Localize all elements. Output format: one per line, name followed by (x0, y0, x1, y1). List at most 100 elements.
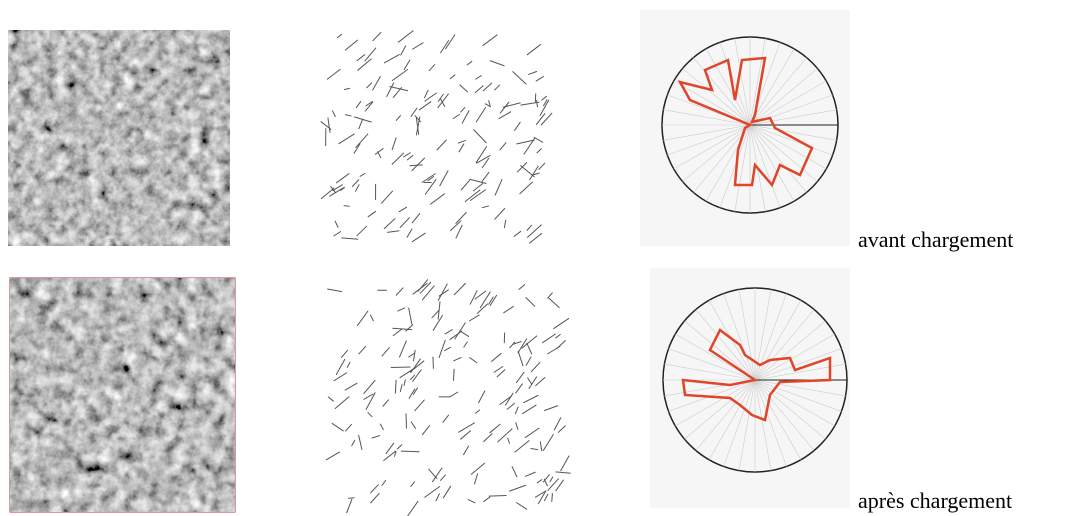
fabric-line (504, 392, 514, 406)
fabric-line (541, 333, 556, 344)
fabric-line (344, 114, 352, 117)
fabric-line (354, 184, 360, 192)
fabric-line (509, 484, 527, 492)
fabric-line (466, 60, 473, 66)
fabric-line (412, 369, 422, 382)
fabric-line (515, 383, 524, 394)
fabric-line (391, 137, 397, 151)
fabric-line (423, 89, 429, 99)
fabric-line (459, 430, 472, 440)
fabric-line (409, 164, 423, 167)
fabric-line (358, 345, 367, 355)
fabric-line (330, 185, 337, 194)
fabric-line (409, 374, 416, 381)
fabric-line (393, 450, 397, 457)
fabric-line (437, 301, 441, 320)
rose-spoke (749, 124, 807, 193)
rose-spoke (749, 38, 766, 126)
fabric-line (521, 335, 538, 349)
fabric-line (403, 59, 411, 71)
fabric-line (335, 173, 350, 184)
fabric-line (396, 444, 403, 450)
fabric-line (499, 142, 507, 151)
rose-spoke (749, 109, 837, 126)
fabric-line (470, 462, 486, 475)
fabric-line (528, 376, 538, 390)
rose-spoke (682, 68, 751, 126)
fabric-line (435, 493, 441, 502)
fabric-line (523, 394, 539, 404)
fabric-line (431, 467, 443, 483)
fabric-line (410, 358, 422, 374)
fabric-line (512, 71, 527, 85)
rose-spoke (668, 348, 756, 381)
fabric-line (431, 309, 440, 319)
fabric-line (346, 361, 351, 369)
rose-spoke (749, 124, 781, 208)
fabric-line (543, 405, 559, 412)
fabric-line (320, 187, 335, 200)
fabric-line (414, 399, 425, 412)
rose-spoke (754, 309, 815, 381)
fabric-line (334, 396, 350, 410)
fabric-line (490, 352, 502, 363)
fabric-line (412, 349, 416, 362)
rose-spoke (749, 124, 827, 170)
rose-spoke (673, 80, 751, 126)
fabric-line (551, 493, 553, 502)
fabric-line (469, 178, 487, 185)
fabric-line (513, 230, 522, 237)
fabric-line (439, 474, 447, 482)
fabric-line (415, 116, 421, 136)
fabric-line (427, 175, 435, 182)
fabric-line (398, 340, 407, 358)
fabric-line (418, 101, 432, 111)
fabric-line (325, 451, 341, 461)
fabric-line (520, 101, 540, 106)
fabric-line (410, 481, 416, 488)
fabric-line (528, 232, 543, 244)
rose-spoke (723, 379, 756, 467)
fabric-line (494, 207, 506, 220)
fabric-line (462, 445, 470, 456)
rose-spoke (693, 124, 751, 193)
fabric-line (483, 433, 493, 443)
fabric-line (538, 162, 546, 171)
fabric-line (532, 172, 540, 176)
fabric-line (437, 93, 450, 109)
fabric-line (439, 97, 446, 108)
fabric-line (392, 327, 412, 331)
fabric-line (455, 224, 463, 239)
fabric-line (403, 152, 411, 158)
fabric-line (424, 485, 441, 498)
fabric-line (488, 296, 494, 305)
caption: avant chargement (858, 227, 1013, 252)
fabric-line (391, 152, 405, 165)
fabric-line (474, 85, 484, 94)
fabric-line (365, 100, 374, 107)
fabric-line (331, 110, 336, 118)
fabric-line (415, 117, 420, 135)
fabric-line (479, 291, 491, 309)
fabric-line (438, 339, 446, 359)
fabric-line (493, 84, 501, 91)
fabric-line (437, 283, 448, 302)
sem-image (8, 30, 230, 246)
fabric-line (461, 331, 470, 338)
fabric-line (477, 390, 486, 404)
fabric-line (417, 279, 429, 292)
fabric-line (392, 328, 403, 337)
fabric-line (389, 85, 409, 92)
fabric-line (412, 387, 419, 396)
fabric-line (547, 478, 560, 492)
fabric-line (540, 112, 553, 126)
rose-spoke (749, 124, 795, 202)
fabric-line (363, 379, 376, 395)
fabric-line (374, 147, 384, 155)
fabric-line (514, 439, 530, 453)
fabric-line (403, 379, 406, 386)
fabric-line (560, 455, 570, 472)
fabric-line (442, 414, 450, 423)
